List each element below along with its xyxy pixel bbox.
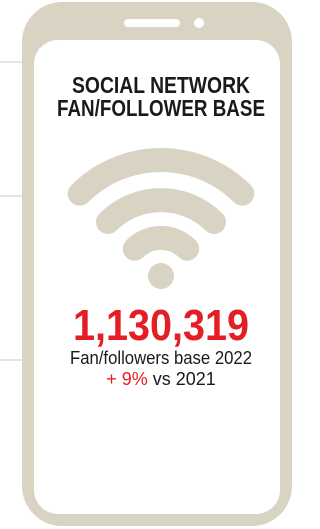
wifi-arc bbox=[135, 238, 187, 249]
infographic: SOCIAL NETWORK FAN/FOLLOWER BASE 1,130,3… bbox=[0, 0, 303, 529]
total-value: 1,130,319 bbox=[73, 301, 249, 350]
title-line: FAN/FOLLOWER BASE bbox=[57, 95, 265, 121]
change-suffix: vs 2021 bbox=[153, 369, 216, 389]
change-line: + 9%vs 2021 bbox=[106, 369, 216, 389]
phone-camera bbox=[194, 18, 204, 28]
caption: Fan/followers base 2022 bbox=[70, 348, 252, 368]
wifi-dot bbox=[148, 263, 174, 289]
phone-speaker bbox=[124, 19, 180, 27]
change-value: + 9% bbox=[106, 369, 148, 389]
